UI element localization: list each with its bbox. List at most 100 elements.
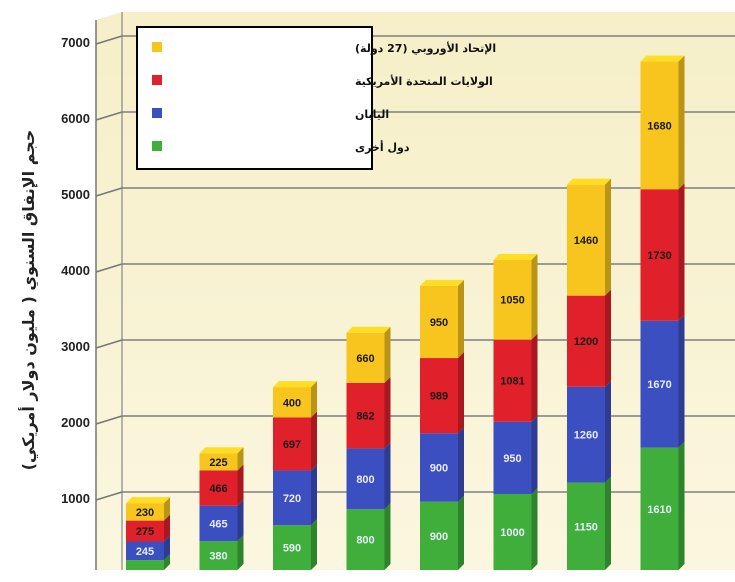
legend-entry-label: اليابان (355, 108, 389, 121)
bar-segment (567, 295, 605, 387)
segment-value-label: 1200 (574, 336, 598, 348)
bar-segment-side (237, 499, 244, 542)
gridline-depth (95, 415, 123, 425)
bar-segment (126, 520, 164, 542)
bar-segment-side (164, 554, 170, 570)
bar-segment (420, 501, 458, 570)
segment-value-label: 950 (503, 453, 521, 465)
bar-segment (199, 541, 238, 570)
segment-value-label: 230 (136, 507, 154, 519)
segment-value-label: 1460 (574, 235, 598, 247)
bar-segment-side (531, 253, 538, 340)
bar-top (346, 326, 391, 333)
bar-segment-side (384, 503, 391, 570)
bar-segment (273, 470, 311, 526)
segment-value-label: 465 (209, 518, 227, 530)
bar-segment-side (311, 411, 317, 471)
segment-value-label: 1050 (500, 295, 524, 307)
segment-value-label: 466 (209, 483, 227, 495)
bar-segment (493, 494, 532, 570)
bar-segment (346, 382, 385, 449)
bar-segment (199, 470, 238, 506)
bars (126, 55, 685, 570)
legend-swatch (152, 75, 162, 85)
segment-value-label: 1670 (647, 379, 671, 391)
bar-segment-side (237, 464, 244, 506)
bar-segment (640, 447, 679, 570)
bar-segment-side (678, 183, 685, 321)
segment-value-label: 275 (136, 526, 154, 538)
bar-segment (640, 320, 679, 448)
segment-value-label: 989 (430, 391, 448, 403)
bar-segment (126, 503, 164, 521)
bar-segment-side (164, 514, 170, 542)
gridline-depth (95, 187, 123, 197)
bar-segment (420, 358, 458, 434)
bar-segment (420, 285, 458, 359)
bar-segment-side (605, 380, 611, 483)
bar-segment (273, 525, 311, 570)
legend-swatch (152, 108, 162, 118)
bar-segment (273, 387, 311, 418)
segment-value-label: 900 (430, 462, 448, 474)
bar-segment-side (237, 447, 244, 471)
bar-segment (273, 417, 311, 471)
bar-top (126, 497, 170, 504)
y-axis-ticks: 1000 2000 3000 4000 5000 6000 7000 (61, 35, 90, 506)
bar-segment (640, 61, 679, 190)
segment-value-label: 1680 (647, 120, 671, 132)
bar-segment (493, 339, 532, 422)
segment-value-label: 590 (283, 543, 301, 555)
bar-segment (493, 259, 532, 340)
bar-segment-side (678, 441, 685, 570)
bar-segment-side (384, 326, 391, 383)
bar-top (493, 253, 538, 260)
segment-value-label: 1610 (647, 504, 671, 516)
bar-segment-side (237, 535, 244, 570)
bar-segment-side (678, 314, 685, 448)
bar-segment (567, 184, 605, 296)
segment-value-label: 1081 (500, 376, 524, 388)
bar-top (640, 55, 685, 62)
gridline-depth (95, 111, 123, 121)
segment-value-label: 900 (430, 531, 448, 543)
segment-value-label: 862 (356, 411, 374, 423)
segment-value-label: 660 (356, 353, 374, 365)
y-tick-label: 6000 (61, 111, 90, 126)
legend-swatch (152, 42, 162, 52)
bar-segment (493, 421, 532, 494)
y-tick-label: 2000 (61, 415, 90, 430)
segment-value-label: 1730 (647, 250, 671, 262)
legend: الإتحاد الأوروبي (27 دولة) الولايات المتح… (136, 26, 496, 170)
segment-value-label: 1150 (574, 521, 598, 533)
gridline-depth (95, 35, 123, 45)
bar-segment-side (605, 289, 611, 387)
bar-segment (199, 453, 238, 471)
y-tick-label: 3000 (61, 339, 90, 354)
bar-segment-side (458, 279, 464, 359)
y-tick-label: 4000 (61, 263, 90, 278)
gridline-depth (95, 491, 123, 501)
bar-segment-side (531, 415, 538, 494)
bar-segment (640, 189, 679, 321)
legend-entry-label: دول أخرى (355, 140, 410, 154)
bar-top (567, 178, 611, 185)
y-tick-label: 1000 (61, 491, 90, 506)
bar-top (420, 279, 464, 286)
y-tick-label: 7000 (61, 35, 90, 50)
segment-value-label: 800 (356, 474, 374, 486)
segment-value-label: 245 (136, 546, 154, 558)
segment-value-label: 800 (356, 535, 374, 547)
legend-swatch (152, 141, 162, 151)
bar-segment (199, 505, 238, 542)
bar-segment (567, 386, 605, 483)
bar-segment (346, 332, 385, 383)
legend-entry-label: الولايات المتحدة الأمريكية (355, 74, 493, 88)
bar-segment-side (311, 464, 317, 526)
bar-segment-side (311, 381, 317, 418)
segment-value-label: 225 (209, 457, 227, 469)
bar-segment (126, 560, 164, 570)
bar-segment (126, 541, 164, 561)
segment-value-label: 380 (209, 551, 227, 563)
